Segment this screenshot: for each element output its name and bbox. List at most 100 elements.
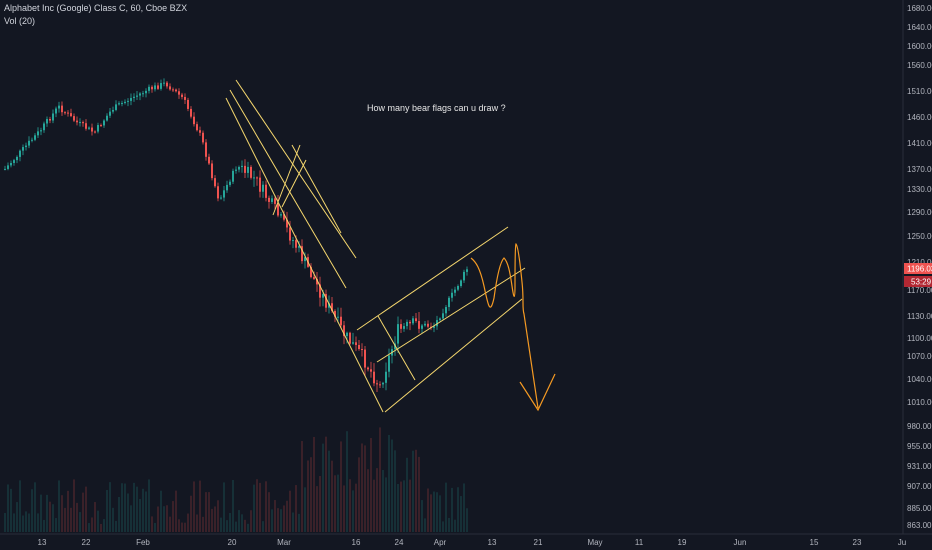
volume-bar — [400, 481, 402, 532]
volume-bar — [250, 510, 252, 532]
candle-body — [4, 168, 6, 170]
volume-bar — [376, 468, 378, 532]
volume-bar — [184, 522, 186, 532]
volume-bar — [325, 436, 327, 532]
time-tick-label: 19 — [678, 538, 687, 547]
price-tick-label: 907.00 — [907, 482, 932, 491]
volume-bar — [304, 487, 306, 532]
candle-body — [34, 135, 36, 140]
candle-body — [61, 105, 63, 113]
candle-body — [409, 321, 411, 324]
volume-bar — [19, 480, 21, 532]
volume-bar — [457, 487, 459, 532]
trendline-small-flag[interactable] — [377, 315, 416, 381]
price-tick-label: 1130.00 — [907, 312, 932, 321]
volume-bar — [271, 509, 273, 532]
trendline-drop-mid[interactable] — [229, 89, 347, 289]
volume-bar — [199, 480, 201, 532]
trendline-rise-mid[interactable] — [376, 267, 526, 363]
candle-body — [85, 123, 87, 129]
volume-bar — [283, 505, 285, 532]
price-tick-label: 1290.00 — [907, 208, 932, 217]
volume-bar — [82, 492, 84, 532]
volume-bar — [406, 457, 408, 532]
volume-bar — [121, 483, 123, 532]
candle-body — [55, 108, 57, 114]
trendline-flag-2[interactable] — [272, 144, 301, 216]
candle-body — [58, 105, 60, 109]
volume-bar — [187, 513, 189, 532]
candle-body — [454, 289, 456, 293]
candle-body — [109, 111, 111, 116]
price-tick-label: 980.00 — [907, 422, 932, 431]
volume-bar — [391, 439, 393, 532]
candle-body — [367, 367, 369, 370]
candle-body — [283, 214, 285, 220]
trendline-drop-upper[interactable] — [235, 79, 357, 259]
volume-bar — [388, 434, 390, 532]
volume-bar — [268, 492, 270, 532]
volume-bar — [454, 519, 456, 532]
projection-arrow-head[interactable] — [519, 373, 556, 412]
candle-body — [121, 103, 123, 105]
volume-bar — [436, 492, 438, 532]
volume-bar — [169, 516, 171, 532]
trendline-flag-3[interactable] — [281, 159, 307, 208]
volume-bar — [109, 482, 111, 532]
candle-body — [7, 165, 9, 169]
volume-bar — [115, 520, 117, 532]
candle-body — [427, 323, 429, 327]
volume-bar — [139, 499, 141, 532]
volume-bar — [292, 512, 294, 532]
volume-bar — [364, 445, 366, 532]
volume-bar — [421, 500, 423, 532]
volume-indicator-label[interactable]: Vol (20) — [4, 16, 36, 26]
volume-bar — [223, 482, 225, 532]
volume-bar — [151, 516, 153, 532]
last-price-tag — [904, 263, 932, 274]
volume-bar — [181, 522, 183, 532]
trendline-rise-lower[interactable] — [384, 298, 523, 413]
price-tick-label: 1460.00 — [907, 113, 932, 122]
drawing-projection[interactable] — [470, 242, 556, 412]
volume-bar — [103, 519, 105, 532]
candle-body — [337, 316, 339, 318]
candle-body — [349, 332, 351, 344]
candle-body — [25, 145, 27, 148]
projection-path[interactable] — [470, 242, 539, 409]
candle-body — [397, 324, 399, 344]
trendline-drop-lower[interactable] — [225, 97, 384, 413]
candle-body — [151, 86, 153, 90]
price-tick-label: 1070.00 — [907, 352, 932, 361]
volume-bar — [226, 520, 228, 532]
candle-body — [208, 156, 210, 164]
price-axis[interactable]: 1680.00 1640.00 1600.00 1560.00 1510.00 1460.… — [907, 4, 932, 530]
candle-body — [424, 323, 426, 326]
candle-body — [355, 342, 357, 345]
candle-body — [166, 82, 168, 87]
trendline-rise-upper[interactable] — [356, 226, 509, 331]
volume-bar — [208, 492, 210, 532]
candle-body — [253, 177, 255, 179]
volume-bar — [124, 483, 126, 532]
time-tick-label: Jun — [734, 538, 747, 547]
volume-bar — [322, 443, 324, 532]
candle-body — [88, 127, 90, 129]
candle-body — [115, 104, 117, 110]
time-axis[interactable]: 13 22 Feb 20 Mar 16 24 Apr 13 21 May 11 19 Jun 15 23 Ju — [38, 538, 907, 547]
price-tick-label: 1560.00 — [907, 61, 932, 70]
volume-bar — [295, 485, 297, 532]
trendline-flag-1[interactable] — [291, 144, 342, 234]
time-tick-label: 15 — [810, 538, 819, 547]
time-tick-label: 13 — [38, 538, 47, 547]
annotation-text[interactable]: How many bear flags can u draw ? — [367, 103, 506, 113]
candle-body — [169, 86, 171, 90]
volume-bar — [247, 523, 249, 532]
volume-bar — [76, 502, 78, 532]
drawing-channels[interactable] — [225, 79, 526, 413]
volume-bar — [61, 495, 63, 532]
volume-bar — [193, 481, 195, 532]
volume-bar — [259, 482, 261, 532]
candle-body — [421, 325, 423, 329]
